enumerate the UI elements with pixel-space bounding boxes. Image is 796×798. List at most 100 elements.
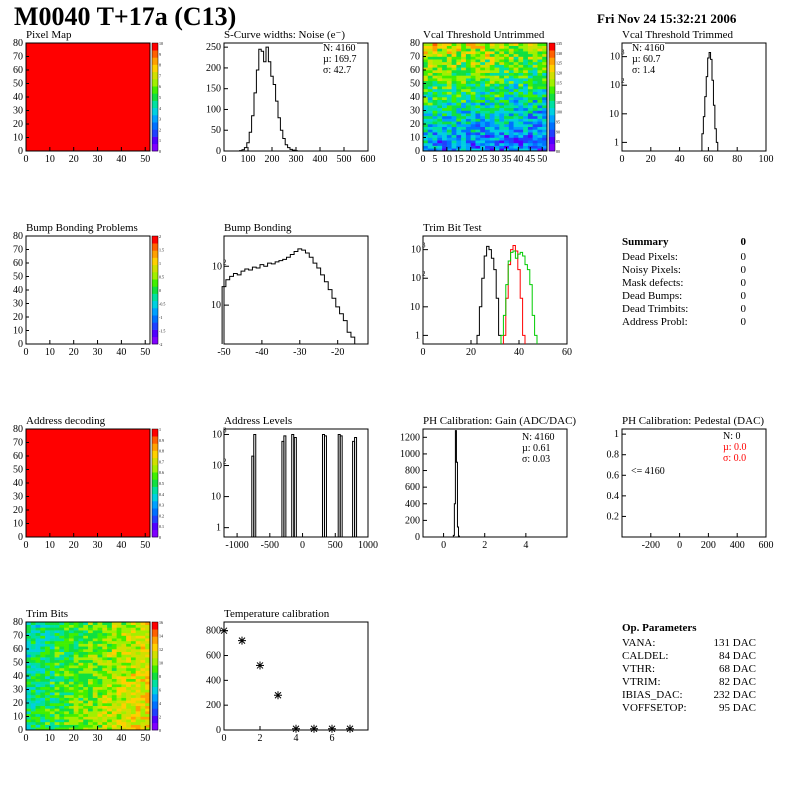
heatmap-cell bbox=[92, 697, 98, 701]
heatmap-cell bbox=[107, 703, 113, 706]
heatmap-cell bbox=[427, 118, 433, 122]
heatmap-cell bbox=[532, 105, 538, 109]
heatmap-cell bbox=[523, 78, 529, 82]
heatmap-cell bbox=[83, 700, 89, 704]
heatmap-cell bbox=[527, 110, 533, 114]
heatmap-cell bbox=[126, 624, 132, 628]
heatmap-cell bbox=[537, 115, 543, 119]
heatmap-cell bbox=[130, 659, 136, 663]
heatmap-cell bbox=[423, 148, 429, 152]
x-tick-label: 50 bbox=[140, 540, 150, 551]
heatmap-cell bbox=[83, 673, 89, 677]
heatmap-cell bbox=[461, 59, 467, 63]
palette-swatch bbox=[152, 79, 158, 87]
heatmap-cell bbox=[423, 113, 429, 117]
heatmap-cell bbox=[427, 145, 433, 149]
heatmap-cell bbox=[126, 643, 132, 647]
heatmap-cell bbox=[130, 724, 136, 728]
heatmap-cell bbox=[442, 124, 448, 127]
heatmap-cell bbox=[26, 646, 32, 650]
heatmap-cell bbox=[83, 651, 89, 655]
heatmap-cell bbox=[102, 713, 108, 717]
palette-tick-label: 1 bbox=[159, 261, 161, 266]
y-tick-exponent: 2 bbox=[223, 258, 227, 266]
y-tick-label: 10 bbox=[13, 712, 23, 723]
x-tick-label: 40 bbox=[675, 154, 685, 165]
palette-swatch bbox=[152, 443, 158, 451]
heatmap-cell bbox=[30, 638, 36, 642]
palette-swatch bbox=[549, 93, 555, 101]
heatmap-cell bbox=[451, 94, 457, 98]
heatmap-cell bbox=[68, 651, 74, 655]
heatmap-cell bbox=[480, 132, 486, 136]
heatmap-cell bbox=[427, 86, 433, 90]
summary-label: Mask defects: bbox=[622, 277, 684, 289]
heatmap-cell bbox=[116, 686, 122, 690]
heatmap-cell bbox=[475, 64, 481, 68]
heatmap-cell bbox=[470, 72, 476, 76]
heatmap-cell bbox=[508, 99, 514, 103]
heatmap-cell bbox=[35, 643, 41, 647]
heatmap-cell bbox=[26, 703, 32, 706]
heatmap-cell bbox=[494, 53, 500, 57]
heatmap-cell bbox=[475, 121, 481, 125]
heatmap-cell bbox=[59, 697, 65, 701]
heatmap-cell bbox=[475, 132, 481, 136]
heatmap-cell bbox=[35, 681, 41, 685]
heatmap-cell bbox=[480, 142, 486, 146]
heatmap-cell bbox=[494, 64, 500, 68]
x-tick-label: 20 bbox=[466, 347, 476, 358]
heatmap-cell bbox=[92, 711, 98, 715]
heatmap-cell bbox=[427, 56, 433, 60]
x-tick-label: 400 bbox=[313, 154, 328, 165]
heatmap-cell bbox=[126, 654, 132, 658]
heatmap-cell bbox=[140, 638, 146, 642]
heatmap-cell bbox=[45, 705, 51, 709]
heatmap-cell bbox=[35, 697, 41, 701]
stat-n: N: 0 bbox=[723, 431, 741, 442]
heatmap-cell bbox=[68, 662, 74, 666]
heatmap-cell bbox=[145, 654, 151, 658]
heatmap-cell bbox=[145, 659, 151, 663]
heatmap-cell bbox=[130, 708, 136, 712]
summary-row: Mask defects: 0 bbox=[622, 277, 746, 290]
heatmap-cell bbox=[68, 719, 74, 723]
heatmap-cell bbox=[432, 99, 438, 103]
heatmap-cell bbox=[111, 705, 117, 709]
heatmap-cell bbox=[145, 635, 151, 639]
heatmap-cell bbox=[513, 94, 519, 98]
heatmap-cell bbox=[116, 684, 122, 688]
heatmap-cell bbox=[45, 638, 51, 642]
heatmap-cell bbox=[423, 97, 429, 100]
heatmap-cell bbox=[442, 115, 448, 119]
heatmap-cell bbox=[465, 129, 471, 133]
y-tick-label: 0.4 bbox=[607, 491, 620, 502]
heatmap-cell bbox=[121, 689, 127, 693]
heatmap-cell bbox=[480, 105, 486, 109]
x-tick-label: 60 bbox=[562, 347, 572, 358]
heatmap-cell bbox=[461, 148, 467, 152]
heatmap-cell bbox=[97, 662, 103, 666]
heatmap-cell bbox=[145, 708, 151, 712]
heatmap-cell bbox=[475, 45, 481, 49]
heatmap-cell bbox=[537, 88, 543, 92]
heatmap-cell bbox=[446, 45, 452, 49]
heatmap-cell bbox=[145, 700, 151, 704]
heatmap-cell bbox=[54, 646, 60, 650]
heatmap-cell bbox=[88, 662, 94, 666]
heatmap-cell bbox=[140, 724, 146, 728]
heatmap-cell bbox=[475, 148, 481, 152]
heatmap-cell bbox=[523, 64, 529, 68]
heatmap-cell bbox=[68, 703, 74, 706]
heatmap-cell bbox=[489, 132, 495, 136]
panel-title: Bump Bonding bbox=[224, 222, 292, 234]
heatmap-cell bbox=[111, 727, 117, 731]
heatmap-cell bbox=[470, 105, 476, 109]
heatmap-cell bbox=[489, 140, 495, 144]
heatmap-cell bbox=[73, 673, 79, 677]
heatmap-cell bbox=[102, 708, 108, 712]
y-tick-label: 0 bbox=[18, 339, 23, 350]
heatmap-cell bbox=[102, 624, 108, 628]
heatmap-cell bbox=[427, 64, 433, 68]
heatmap-cell bbox=[73, 724, 79, 728]
